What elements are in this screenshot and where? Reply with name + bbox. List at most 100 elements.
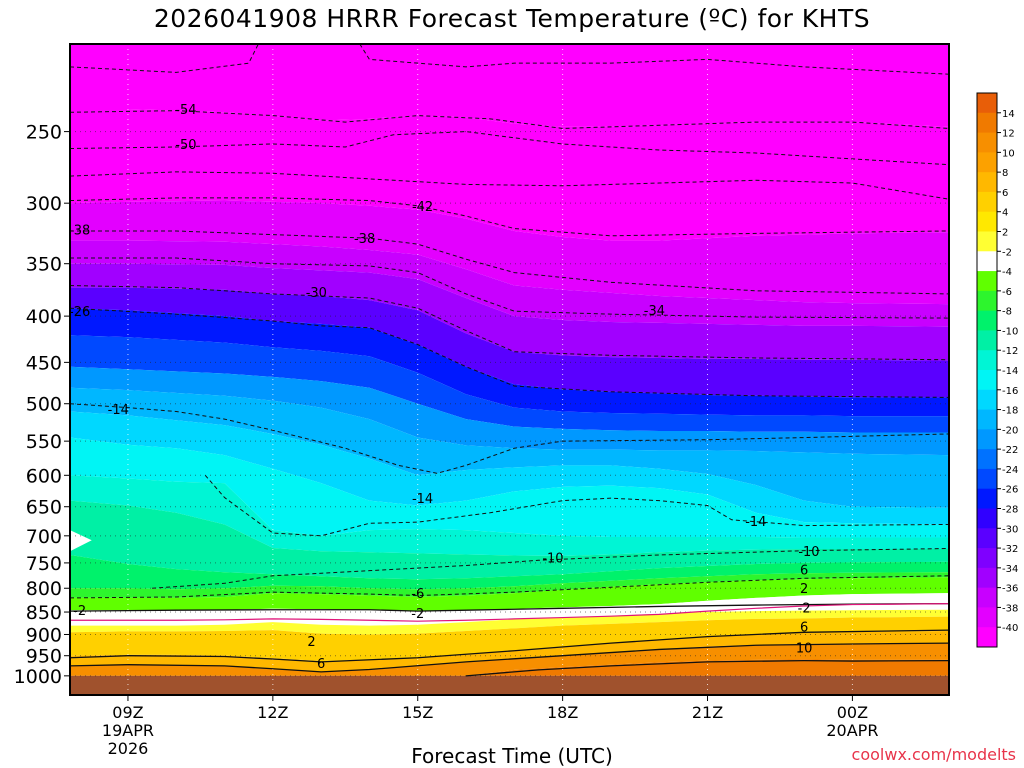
y-tick-label: 250 xyxy=(26,122,62,144)
ground-band xyxy=(70,675,949,695)
x-tick-label: 18Z xyxy=(547,703,578,722)
x-axis-label: Forecast Time (UTC) xyxy=(411,744,613,768)
colorbar-swatch xyxy=(977,152,997,173)
colorbar-swatch xyxy=(977,389,997,411)
isotherm-line xyxy=(70,257,949,319)
isotherm-line xyxy=(70,110,949,129)
y-tick-label: 700 xyxy=(26,526,62,548)
colorbar-swatch xyxy=(977,251,997,272)
temperature-band xyxy=(70,44,949,127)
colorbar-swatch xyxy=(977,627,997,648)
isotherm-line xyxy=(465,659,949,677)
colorbar-swatch xyxy=(977,587,997,608)
contour-label: -2 xyxy=(798,601,811,616)
x-tick-label: 09Z xyxy=(112,703,143,722)
colorbar-label: 4 xyxy=(1002,208,1008,219)
contour-label: -34 xyxy=(644,304,665,319)
x-tick-date: 20APR xyxy=(826,721,878,740)
colorbar-label: -38 xyxy=(1002,603,1018,614)
temperature-band xyxy=(70,616,949,662)
colorbar-swatch xyxy=(977,409,997,430)
colorbar-label: -10 xyxy=(1002,326,1018,337)
colorbar-label: -32 xyxy=(1002,544,1018,555)
x-tick-label: 15Z xyxy=(402,703,433,722)
isotherm-line xyxy=(70,285,949,361)
colorbar-label: -2 xyxy=(1002,247,1012,258)
contour-label: -14 xyxy=(412,492,433,507)
x-tick-year: 2026 xyxy=(108,739,149,758)
colorbar-label: 6 xyxy=(1002,188,1008,199)
contour-label: -30 xyxy=(306,286,327,301)
temperature-band xyxy=(70,475,949,557)
temperature-band xyxy=(70,335,949,433)
colorbar-swatch xyxy=(977,211,997,232)
colorbar-swatch xyxy=(977,567,997,589)
y-tick-label: 500 xyxy=(26,394,62,416)
colorbar-label: -6 xyxy=(1002,287,1012,298)
colorbar-label: -18 xyxy=(1002,406,1018,417)
colorbar-swatch xyxy=(977,449,997,470)
isotherm-line xyxy=(70,44,259,73)
temperature-band xyxy=(70,366,949,456)
colorbar-label: -36 xyxy=(1002,584,1018,595)
y-tick-label: 600 xyxy=(26,465,62,487)
contour-label: -14 xyxy=(745,515,766,530)
contour-label: -10 xyxy=(542,552,563,567)
contour-label: -42 xyxy=(412,200,433,215)
colorbar-swatch xyxy=(977,370,997,391)
contour-label: -26 xyxy=(69,305,90,320)
colorbar-label: -24 xyxy=(1002,465,1018,476)
contour-label: -2 xyxy=(73,604,86,619)
temperature-band xyxy=(70,411,949,525)
contour-label: -38 xyxy=(69,224,90,239)
y-tick-label: 1000 xyxy=(14,666,62,688)
plot-frame xyxy=(69,43,950,696)
y-tick-label: 850 xyxy=(26,602,62,624)
contour-label: -14 xyxy=(108,403,129,418)
isotherm-line xyxy=(152,548,949,589)
colorbar-swatch xyxy=(977,488,997,509)
colorbar-label: -26 xyxy=(1002,485,1018,496)
contour-label: 6 xyxy=(800,564,808,579)
colorbar-swatch xyxy=(977,607,997,628)
y-tick-label: 950 xyxy=(26,646,62,668)
colorbar-swatch xyxy=(977,172,997,193)
colorbar-swatch xyxy=(977,231,997,252)
isotherm-line xyxy=(204,474,949,537)
y-tick-label: 400 xyxy=(26,306,62,328)
y-tick-label: 550 xyxy=(26,431,62,453)
colorbar-label: 8 xyxy=(1002,168,1008,179)
colorbar-swatch xyxy=(977,508,997,529)
x-tick-label: 21Z xyxy=(692,703,723,722)
contour-label: -54 xyxy=(175,103,196,118)
isotherm-line xyxy=(70,602,949,612)
temperature-band xyxy=(70,108,949,241)
contour-label: -50 xyxy=(175,138,196,153)
source-credit[interactable]: coolwx.com/modelts xyxy=(851,745,1016,764)
colorbar-label: -20 xyxy=(1002,425,1018,436)
temperature-band xyxy=(70,240,949,327)
isotherm-line xyxy=(70,642,949,673)
x-tick-date: 19APR xyxy=(102,721,154,740)
chart-title: 2026041908 HRRR Forecast Temperature (ºC… xyxy=(153,4,871,33)
temperature-band xyxy=(70,287,949,398)
isotherm-line xyxy=(70,403,949,474)
temperature-band xyxy=(70,200,949,305)
colorbar-swatch xyxy=(977,132,997,153)
colorbar-label: -16 xyxy=(1002,386,1018,397)
temperature-band xyxy=(70,263,949,361)
temperature-band xyxy=(70,308,949,417)
colorbar-label: 12 xyxy=(1002,129,1015,140)
isotherm-line xyxy=(70,629,949,663)
colorbar-swatch xyxy=(977,350,997,371)
colorbar-swatch xyxy=(977,271,997,292)
y-tick-label: 450 xyxy=(26,352,62,374)
contour-label: -38 xyxy=(354,232,375,247)
isotherm-line xyxy=(70,575,949,599)
temperature-band xyxy=(70,500,949,580)
y-tick-label: 300 xyxy=(26,193,62,215)
colorbar-swatch xyxy=(977,548,997,569)
y-tick-label: 650 xyxy=(26,497,62,519)
y-tick-label: 350 xyxy=(26,254,62,276)
